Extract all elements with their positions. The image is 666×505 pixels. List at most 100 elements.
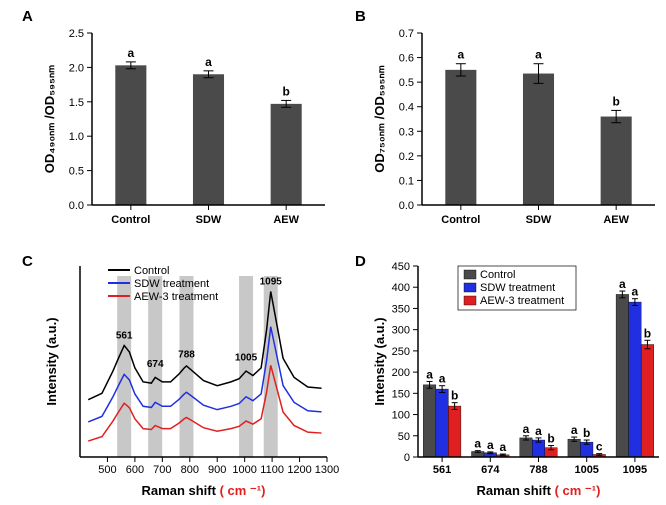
svg-text:1100: 1100 (260, 464, 284, 476)
svg-text:450: 450 (392, 261, 410, 273)
svg-text:150: 150 (392, 388, 410, 400)
significance-label: a (439, 372, 446, 386)
svg-text:350: 350 (392, 303, 410, 315)
figure-container: A B C D 0.0 0.5 1.0 1.5 2.0 2.5 OD₄₉₀ₙₘ /OD₅₉₅… (0, 0, 666, 505)
panel-b-label: B (355, 8, 366, 25)
svg-text:100: 100 (392, 410, 410, 422)
category-label: SDW (196, 214, 222, 226)
panel-b-chart: 0.00.10.20.30.40.50.60.7OD₇₅₀ₙₘ /OD₅₉₅ₙₘ… (370, 15, 665, 240)
significance-label: a (632, 285, 639, 299)
svg-text:50: 50 (398, 431, 410, 443)
bar (616, 294, 629, 457)
highlight-band (239, 276, 253, 457)
significance-label: b (644, 326, 651, 340)
legend-item: Control (134, 265, 169, 277)
svg-text:400: 400 (392, 282, 410, 294)
y-axis-label: Intensity (a.u.) (372, 317, 387, 405)
svg-text:0.2: 0.2 (399, 151, 414, 163)
svg-text:1000: 1000 (232, 464, 256, 476)
category-label: SDW (526, 214, 552, 226)
bar (641, 345, 654, 457)
svg-text:700: 700 (153, 464, 171, 476)
significance-label: a (499, 440, 506, 454)
x-axis-label: Raman shift ( cm ⁻¹) (477, 483, 601, 498)
significance-label: a (457, 48, 464, 62)
panel-c-chart: 5616747881005109550060070080090010001100… (40, 258, 335, 503)
svg-text:500: 500 (98, 464, 116, 476)
svg-text:1200: 1200 (287, 464, 311, 476)
significance-label: a (535, 48, 542, 62)
category-label: 1095 (623, 464, 647, 476)
category-label: AEW (603, 214, 629, 226)
svg-text:250: 250 (392, 346, 410, 358)
svg-text:0.5: 0.5 (69, 166, 84, 178)
significance-label: a (426, 367, 433, 381)
significance-label: a (571, 423, 578, 437)
svg-text:1300: 1300 (315, 464, 339, 476)
significance-label: a (474, 437, 481, 451)
bar (523, 74, 554, 205)
y-axis-label: Intensity (a.u.) (44, 317, 59, 405)
bar (193, 74, 224, 205)
svg-text:0.0: 0.0 (69, 200, 84, 212)
svg-text:1.0: 1.0 (69, 131, 84, 143)
significance-label: c (596, 440, 603, 454)
svg-text:0.3: 0.3 (399, 126, 414, 138)
svg-text:2.5: 2.5 (69, 28, 84, 40)
legend-item: AEW-3 treatment (134, 291, 218, 303)
category-label: Control (441, 214, 480, 226)
svg-text:200: 200 (392, 367, 410, 379)
svg-text:300: 300 (392, 325, 410, 337)
category-label: AEW (273, 214, 299, 226)
bar (445, 70, 476, 205)
significance-label: a (205, 55, 212, 69)
significance-label: b (583, 426, 590, 440)
significance-label: b (282, 84, 289, 98)
bar (520, 438, 533, 457)
panel-a-label: A (22, 8, 33, 25)
significance-label: a (127, 46, 134, 60)
svg-text:0.5: 0.5 (399, 77, 414, 89)
category-label: Control (111, 214, 150, 226)
svg-text:800: 800 (181, 464, 199, 476)
bar (115, 65, 146, 205)
svg-text:0.6: 0.6 (399, 53, 414, 65)
significance-label: b (612, 94, 619, 108)
svg-text:0.4: 0.4 (399, 102, 414, 114)
bar (448, 406, 461, 457)
peak-label: 674 (147, 359, 164, 370)
panel-c-label: C (22, 253, 33, 270)
peak-label: 788 (178, 350, 195, 361)
svg-text:0: 0 (404, 452, 410, 464)
peak-label: 1005 (235, 353, 258, 364)
bar (271, 104, 302, 205)
significance-label: a (619, 277, 626, 291)
y-axis-label: OD₄₉₀ₙₘ /OD₅₉₅ₙₘ (42, 65, 57, 173)
panel-a-chart: 0.0 0.5 1.0 1.5 2.0 2.5 OD₄₉₀ₙₘ /OD₅₉₅ₙₘ a Contr… (40, 15, 335, 240)
legend-item: AEW-3 treatment (480, 295, 564, 307)
legend-item: Control (480, 269, 515, 281)
significance-label: b (547, 432, 554, 446)
bar (568, 439, 581, 457)
panel-d-label: D (355, 253, 366, 270)
svg-text:900: 900 (208, 464, 226, 476)
svg-text:0.1: 0.1 (399, 175, 414, 187)
y-axis-label: OD₇₅₀ₙₘ /OD₅₉₅ₙₘ (372, 65, 387, 173)
significance-label: b (451, 389, 458, 403)
svg-text:1.5: 1.5 (69, 97, 84, 109)
category-label: 674 (481, 464, 500, 476)
bar (601, 117, 632, 205)
bar (436, 389, 449, 457)
category-label: 788 (529, 464, 547, 476)
significance-label: a (487, 438, 494, 452)
bar (423, 385, 436, 457)
legend-item: SDW treatment (134, 278, 209, 290)
highlight-band (117, 276, 131, 457)
svg-text:0.7: 0.7 (399, 28, 414, 40)
svg-text:2.0: 2.0 (69, 62, 84, 74)
significance-label: a (535, 424, 542, 438)
peak-label: 561 (116, 330, 133, 341)
panel-d-chart: 050100150200250300350400450aab561aaa674a… (370, 258, 665, 503)
bar (629, 302, 642, 457)
peak-label: 1095 (260, 276, 283, 287)
